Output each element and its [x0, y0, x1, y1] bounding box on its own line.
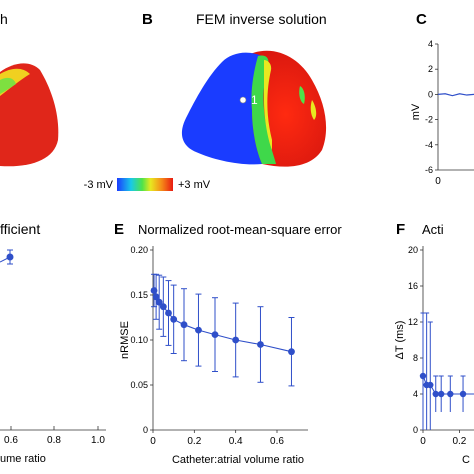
panel-b: B FEM inverse solution 1 — [142, 11, 327, 167]
panel-a: h — [0, 11, 59, 167]
panel-f-title: Acti — [422, 222, 444, 237]
panel-e-plot — [150, 273, 295, 387]
colorbar-gradient — [117, 178, 173, 191]
panel-c-letter: C — [416, 11, 427, 28]
panel-e-ylabel: nRMSE — [119, 321, 131, 359]
atrium-map-a-highlight2 — [0, 77, 16, 94]
panel-f-point — [427, 381, 434, 389]
panel-d: fficient 0.6 0.8 1.0 ume ratio — [0, 221, 106, 465]
panel-e-point — [159, 303, 167, 311]
panel-f-ytick-label: 4 — [413, 389, 418, 399]
panel-e-xtick-label: 0.4 — [229, 436, 243, 447]
panel-c-ytick-label: -2 — [425, 115, 433, 125]
panel-e-xtick-label: 0 — [150, 436, 156, 447]
panel-f-ytick-label: 0 — [413, 425, 418, 435]
panel-f-ytick-label: 8 — [413, 353, 418, 363]
panel-f-ytick-label: 16 — [408, 281, 418, 291]
panel-e-xtick-label: 0.2 — [187, 436, 201, 447]
colorbar-min-label: -3 mV — [84, 179, 114, 191]
panel-b-title: FEM inverse solution — [196, 11, 327, 27]
panel-e-xtick-label: 0.6 — [270, 436, 284, 447]
panel-d-xtick-0: 0.6 — [4, 435, 18, 446]
panel-d-title: fficient — [0, 221, 40, 237]
panel-d-line — [0, 256, 11, 263]
panel-c-ylabel: mV — [410, 103, 422, 120]
panel-d-xlabel: ume ratio — [0, 453, 46, 465]
panel-e-axes: 0 0.05 0.10 0.15 0.20 0 0.2 0.4 0.6 — [130, 245, 308, 447]
atrium-map-b-blue — [181, 52, 262, 165]
panel-d-xtick-2: 1.0 — [91, 435, 105, 446]
panel-e-point — [165, 309, 172, 317]
panel-e-point — [195, 326, 202, 334]
panel-f-ytick-label: 12 — [408, 317, 418, 327]
panel-c-ytick-label: 0 — [428, 89, 433, 99]
panel-e-point — [257, 341, 264, 348]
panel-e-point — [150, 287, 158, 294]
atrium-map-b-spot — [299, 86, 305, 104]
panel-f-xlabel: C — [462, 454, 470, 466]
panel-e-letter: E — [114, 221, 124, 238]
atrium-map-b-spot2 — [310, 100, 317, 120]
panel-e-point — [170, 315, 178, 323]
panel-f-axes: 0 4 8 12 16 20 0 0.2 — [408, 245, 474, 447]
panel-c-trace — [437, 93, 474, 97]
panel-f-letter: F — [396, 221, 405, 238]
panel-f-point — [432, 390, 439, 398]
panel-e-point — [155, 298, 163, 306]
panel-e-point — [288, 348, 295, 356]
panel-e-title: Normalized root-mean-square error — [138, 222, 342, 237]
atrium-map-b-transition — [251, 55, 276, 164]
atrium-map-a — [0, 63, 59, 167]
panel-e-point — [232, 336, 240, 344]
panel-c-ytick-label: 2 — [428, 64, 433, 74]
colorbar: -3 mV +3 mV — [84, 178, 211, 191]
panel-f-point — [447, 390, 454, 398]
panel-f-plot — [419, 312, 474, 430]
atrium-map-b-yellow — [264, 60, 272, 150]
panel-f-ytick-label: 20 — [408, 245, 418, 255]
panel-e-point — [211, 331, 219, 338]
panel-e: E Normalized root-mean-square error nRMS… — [114, 221, 342, 466]
panel-f: F Acti ΔT (ms) C 0 4 8 12 16 20 0 0.2 — [394, 221, 474, 466]
panel-e-ytick-label: 0.20 — [130, 245, 148, 255]
panel-c-xtick: 0 — [435, 176, 441, 187]
panel-c-ytick-label: -4 — [425, 140, 433, 150]
panel-a-title: h — [0, 11, 8, 27]
panel-f-point — [419, 372, 427, 380]
panel-e-point — [180, 321, 188, 329]
panel-e-xlabel: Catheter:atrial volume ratio — [172, 454, 304, 466]
panel-e-ytick-label: 0.15 — [130, 290, 148, 300]
panel-f-ylabel: ΔT (ms) — [394, 321, 406, 360]
electrode-marker — [239, 96, 247, 104]
panel-e-point — [152, 293, 160, 301]
panel-c-ytick-label: 4 — [428, 39, 433, 49]
panel-c-ticks: 4 2 0 -2 -4 -6 — [425, 39, 438, 175]
panel-c-ytick-label: -6 — [425, 165, 433, 175]
panel-f-xtick-label: 0 — [420, 436, 426, 447]
panel-e-ytick-label: 0.05 — [130, 380, 148, 390]
panel-e-ytick-label: 0.10 — [130, 335, 148, 345]
panel-c: C mV 4 2 0 -2 -4 -6 0 — [410, 11, 474, 187]
panel-f-point — [459, 390, 467, 398]
panel-f-point — [438, 390, 445, 398]
electrode-marker-label: 1 — [251, 93, 258, 107]
panel-d-xtick-1: 0.8 — [47, 435, 61, 446]
panel-e-ytick-label: 0 — [143, 425, 148, 435]
panel-f-xtick-label: 0.2 — [452, 436, 466, 447]
colorbar-max-label: +3 mV — [178, 179, 211, 191]
panel-b-letter: B — [142, 11, 153, 28]
